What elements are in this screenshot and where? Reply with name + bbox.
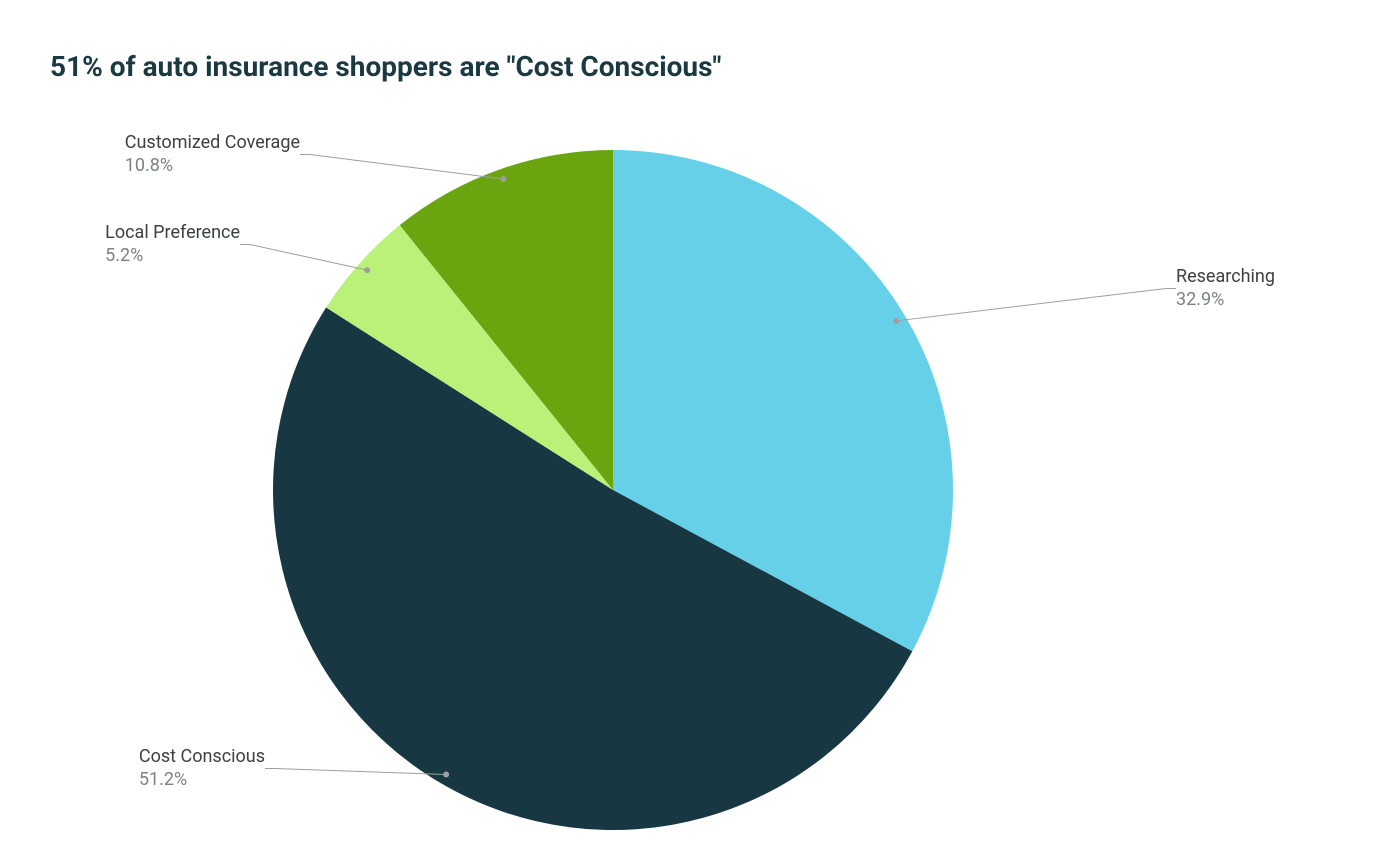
label-pct-cost-conscious: 51.2% bbox=[139, 769, 265, 792]
leader-customized-coverage bbox=[300, 155, 503, 179]
label-cost-conscious: Cost Conscious51.2% bbox=[139, 746, 265, 791]
leader-researching bbox=[896, 289, 1176, 321]
leader-cost-conscious bbox=[265, 769, 446, 775]
label-name-researching: Researching bbox=[1176, 266, 1275, 289]
label-pct-researching: 32.9% bbox=[1176, 289, 1275, 312]
label-researching: Researching32.9% bbox=[1176, 266, 1275, 311]
label-customized-coverage: Customized Coverage10.8% bbox=[125, 132, 300, 177]
label-pct-local-preference: 5.2% bbox=[105, 245, 240, 268]
label-name-cost-conscious: Cost Conscious bbox=[139, 746, 265, 769]
leader-local-preference bbox=[240, 245, 367, 271]
pie-chart bbox=[0, 0, 1386, 858]
label-name-customized-coverage: Customized Coverage bbox=[125, 132, 300, 155]
leader-dot-researching bbox=[893, 318, 899, 324]
label-local-preference: Local Preference5.2% bbox=[105, 222, 240, 267]
label-pct-customized-coverage: 10.8% bbox=[125, 155, 300, 178]
leader-dot-customized-coverage bbox=[500, 176, 506, 182]
label-name-local-preference: Local Preference bbox=[105, 222, 240, 245]
leader-dot-cost-conscious bbox=[443, 771, 449, 777]
leader-dot-local-preference bbox=[364, 267, 370, 273]
